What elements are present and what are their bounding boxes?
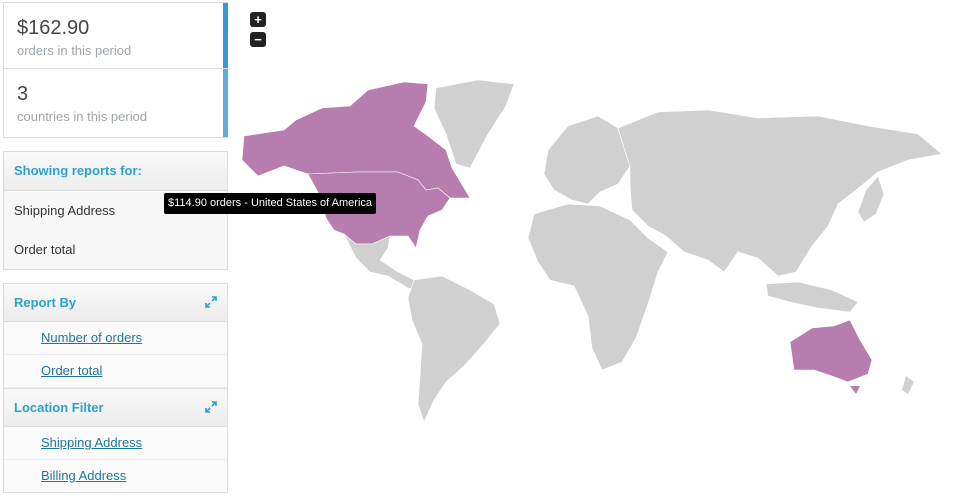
zoom-in-button[interactable]: + — [250, 12, 266, 27]
showing-reports-box: Showing reports for: Shipping Address Or… — [3, 151, 228, 270]
stat-label: orders in this period — [17, 43, 132, 58]
stat-orders-total: $162.90 orders in this period — [3, 2, 228, 69]
stat-color-bar — [223, 3, 228, 68]
map-region-greenland[interactable] — [433, 79, 515, 169]
billing-address-link[interactable]: Billing Address — [41, 468, 127, 483]
report-by-title: Report By — [14, 295, 77, 310]
map-region-south-america[interactable] — [407, 275, 501, 423]
report-by-header[interactable]: Report By — [4, 284, 227, 322]
stat-color-bar — [223, 69, 228, 137]
expand-icon[interactable] — [205, 296, 217, 308]
map-region-asia[interactable] — [617, 109, 943, 277]
map-region-mexico-central-america[interactable] — [343, 233, 419, 291]
location-filter-title: Location Filter — [14, 400, 104, 415]
expand-icon[interactable] — [205, 401, 217, 413]
stat-amount: $162.90 — [17, 17, 90, 39]
map-region-africa[interactable] — [527, 203, 669, 371]
map-region-tasmania[interactable] — [850, 386, 860, 394]
report-by-item: Number of orders — [4, 322, 227, 355]
location-filter-header[interactable]: Location Filter — [4, 388, 227, 427]
location-filter-item: Billing Address — [4, 460, 227, 492]
showing-item-order-total: Order total — [4, 230, 227, 269]
report-by-panel: Report By Number of orders Order total L… — [3, 283, 228, 493]
stat-label: countries in this period — [17, 109, 148, 124]
shipping-address-link[interactable]: Shipping Address — [41, 435, 143, 450]
map-tooltip: $114.90 orders - United States of Americ… — [164, 193, 377, 214]
report-by-item: Order total — [4, 355, 227, 388]
world-map — [241, 79, 943, 423]
map-region-japan[interactable] — [857, 175, 885, 223]
showing-reports-title: Showing reports for: — [4, 152, 227, 191]
location-filter-item: Shipping Address — [4, 427, 227, 460]
stat-countries: 3 countries in this period — [3, 69, 228, 138]
stat-amount: 3 — [17, 83, 29, 105]
map-region-united-states[interactable] — [307, 171, 451, 249]
number-of-orders-link[interactable]: Number of orders — [41, 330, 143, 345]
map-region-southeast-asia[interactable] — [765, 281, 859, 313]
map-region-europe[interactable] — [543, 115, 631, 205]
report-sidebar: $162.90 orders in this period 3 countrie… — [3, 2, 228, 493]
map-region-new-zealand[interactable] — [902, 376, 914, 394]
zoom-out-button[interactable]: − — [250, 32, 266, 47]
order-total-link[interactable]: Order total — [41, 363, 103, 378]
map-region-australia[interactable] — [789, 319, 873, 383]
